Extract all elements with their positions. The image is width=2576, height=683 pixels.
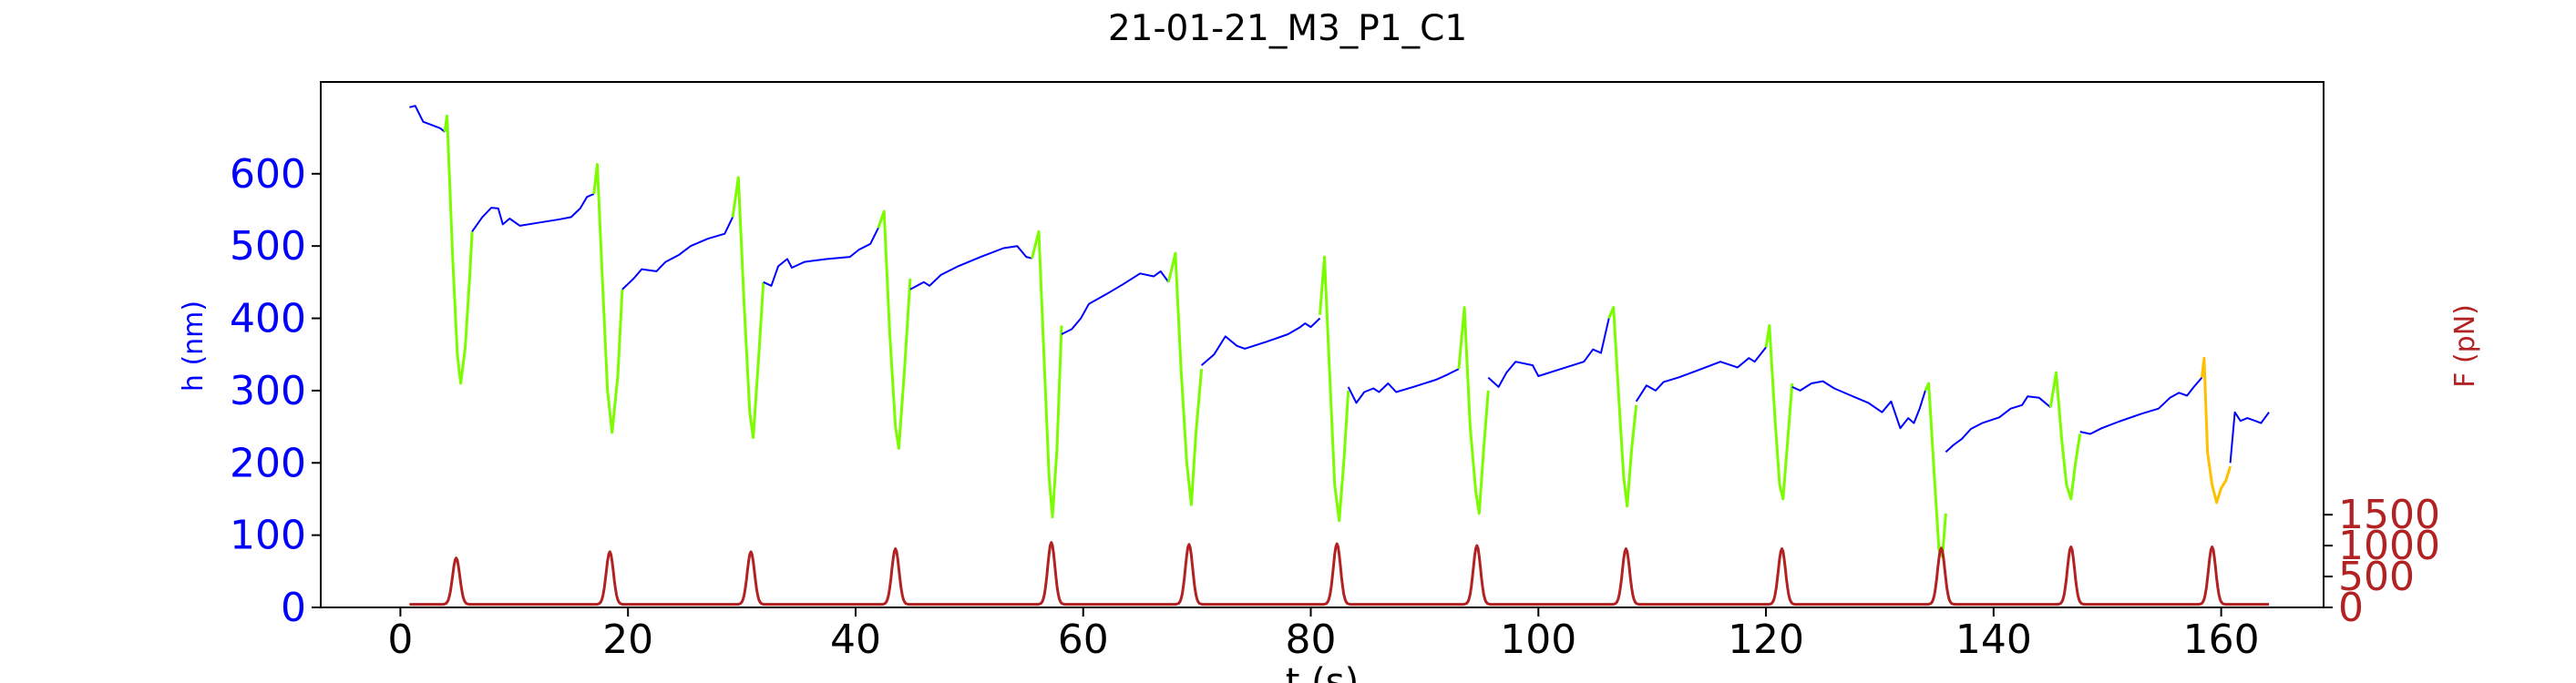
- y-left-tick-label: 0: [281, 585, 306, 631]
- height-series-h-rest-18: [1635, 346, 1767, 403]
- y-right-tick-label: 1000: [2338, 523, 2440, 569]
- x-tick-label: 100: [1500, 617, 1576, 663]
- height-series-h-rest-12: [1200, 317, 1321, 366]
- height-series-h-compression-19: [1764, 324, 1794, 501]
- y-left-tick-label: 400: [230, 296, 306, 342]
- height-series-h-rest-10: [1061, 270, 1170, 335]
- y-axis-left-label: h (nm): [178, 301, 210, 392]
- height-series-h-rest-24: [2079, 376, 2203, 435]
- y-left-tick-label: 200: [230, 440, 306, 486]
- y-left-tick-label: 500: [230, 223, 306, 270]
- height-series-h-last-compression-25: [2200, 356, 2232, 505]
- height-series-h-rest-2: [471, 193, 595, 232]
- force-series: [409, 541, 2270, 607]
- chart-title: 21-01-21_M3_P1_C1: [1108, 8, 1467, 49]
- height-series-h-rest-26: [2229, 411, 2270, 464]
- series-layer: [409, 105, 2270, 607]
- height-series-h-compression-3: [592, 163, 624, 434]
- y-right-tick-label: 0: [2338, 585, 2364, 631]
- x-tick-label: 20: [602, 617, 653, 663]
- height-series-h-rest-4: [621, 216, 734, 291]
- height-series-h-compression-13: [1319, 255, 1350, 523]
- height-series-h-compression-11: [1166, 251, 1204, 506]
- x-tick-label: 0: [387, 617, 413, 663]
- x-tick-label: 140: [1955, 617, 2032, 663]
- y-axis-right-label: F (pN): [2449, 304, 2481, 388]
- x-tick-label: 120: [1728, 617, 1804, 663]
- plot-frame: [320, 81, 2325, 608]
- height-series-h-compression-1: [443, 114, 474, 385]
- height-series-h-rest-0: [409, 105, 446, 133]
- axes-layer: 0 20 40 60 80 100 120 140 160 0 100 200 300 400 500 600…: [230, 151, 2440, 663]
- x-tick-label: 40: [830, 617, 881, 663]
- height-series-h-compression-21: [1924, 382, 1947, 558]
- x-tick-label: 160: [2183, 617, 2260, 663]
- x-tick-label: 60: [1058, 617, 1109, 663]
- height-series-h-rest-16: [1487, 318, 1610, 388]
- height-series-h-rest-6: [763, 227, 879, 287]
- height-series-h-compression-5: [731, 176, 765, 439]
- y-left-tick-label: 300: [230, 368, 306, 414]
- height-series-h-rest-14: [1347, 368, 1460, 404]
- y-left-tick-label: 100: [230, 513, 306, 559]
- x-tick-label: 80: [1286, 617, 1337, 663]
- y-right-tick-label: 500: [2338, 554, 2415, 600]
- height-series-h-rest-22: [1945, 395, 2051, 454]
- height-series-h-compression-9: [1031, 229, 1063, 519]
- height-series-h-compression-15: [1457, 306, 1490, 515]
- x-axis-label: t (s): [1286, 661, 1359, 683]
- y-right-tick-label: 1500: [2338, 492, 2440, 538]
- y-left-tick-label: 600: [230, 151, 306, 198]
- height-series-h-rest-20: [1791, 380, 1926, 430]
- height-series-h-compression-7: [877, 209, 912, 450]
- height-series-h-rest-8: [909, 245, 1032, 291]
- height-series-h-compression-17: [1607, 306, 1638, 508]
- height-series-h-compression-23: [2048, 371, 2082, 501]
